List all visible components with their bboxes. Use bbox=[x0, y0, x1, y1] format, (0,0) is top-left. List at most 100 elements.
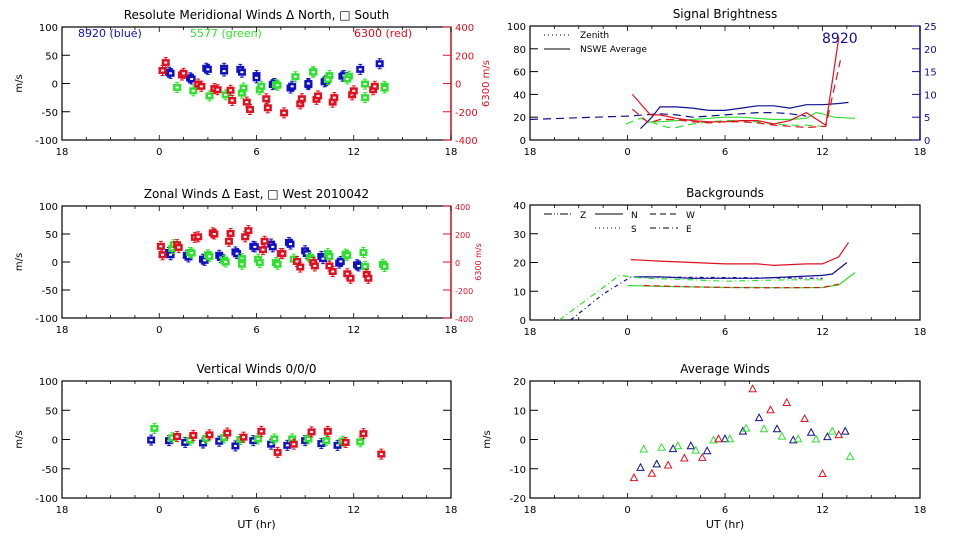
data-point-hole bbox=[365, 273, 369, 276]
data-point-hole bbox=[280, 252, 284, 255]
x-axis-label: UT (hr) bbox=[706, 518, 744, 531]
data-point-hole bbox=[207, 255, 211, 258]
data-point-hole bbox=[206, 68, 210, 71]
y-axis-label: m/s bbox=[482, 430, 493, 448]
y-tick-label: -50 bbox=[42, 108, 58, 119]
data-point-hole bbox=[245, 101, 249, 104]
legend-label: N bbox=[631, 211, 638, 221]
data-point-hole bbox=[233, 444, 237, 447]
data-point-hole bbox=[276, 263, 280, 266]
x-tick-label: 6 bbox=[722, 147, 728, 158]
x-tick-label: 18 bbox=[524, 147, 537, 158]
average-series-group bbox=[629, 384, 855, 482]
x-tick-label: 18 bbox=[445, 147, 458, 158]
data-point-hole bbox=[240, 257, 244, 260]
y-tick-label: -10 bbox=[510, 465, 526, 476]
data-point bbox=[759, 424, 769, 433]
data-point-hole bbox=[188, 439, 192, 442]
data-point-hole bbox=[175, 435, 179, 438]
data-point-hole bbox=[175, 86, 179, 89]
data-point bbox=[709, 435, 718, 444]
data-point-hole bbox=[363, 96, 367, 99]
data-point bbox=[702, 446, 712, 455]
y2-tick-label: 400 bbox=[455, 23, 474, 34]
y2-tick-label: 10 bbox=[924, 90, 937, 101]
y2-axis-label: 6300 m/s bbox=[481, 60, 492, 107]
data-point-hole bbox=[264, 97, 268, 100]
data-point-hole bbox=[276, 451, 280, 454]
y-tick-label: -50 bbox=[42, 465, 58, 476]
y2-axis-label: 6300 m/s bbox=[474, 243, 483, 281]
data-point-hole bbox=[305, 252, 309, 255]
y2-tick-label: 5 bbox=[924, 113, 930, 124]
data-point-hole bbox=[258, 261, 262, 264]
y2-tick-label: 0 bbox=[455, 80, 461, 91]
series-line bbox=[630, 242, 849, 267]
data-point-hole bbox=[383, 265, 387, 268]
y2-tick-label: 15 bbox=[924, 68, 937, 79]
data-point-hole bbox=[259, 85, 263, 88]
data-point bbox=[720, 434, 730, 443]
data-point bbox=[686, 441, 696, 450]
y-tick-label: 20 bbox=[513, 259, 526, 270]
series-line bbox=[640, 101, 849, 130]
y-axis-label: m/s bbox=[14, 74, 25, 92]
y-tick-label: 50 bbox=[45, 406, 58, 417]
y-tick-label: 20 bbox=[513, 113, 526, 124]
x-tick-label: 18 bbox=[914, 327, 927, 338]
data-point-hole bbox=[271, 245, 275, 248]
x-tick-label: 18 bbox=[56, 147, 69, 158]
data-point-hole bbox=[336, 444, 340, 447]
data-point bbox=[673, 441, 683, 450]
data-point-hole bbox=[217, 440, 221, 443]
y-tick-label: 100 bbox=[507, 22, 526, 33]
data-point-hole bbox=[170, 436, 174, 439]
data-point-hole bbox=[313, 264, 317, 267]
data-point-hole bbox=[240, 71, 244, 74]
y2-tick-label: -200 bbox=[455, 287, 473, 296]
y-tick-label: -50 bbox=[42, 286, 58, 297]
x-tick-label: 18 bbox=[524, 505, 537, 516]
data-point bbox=[714, 434, 723, 443]
x-tick-label: 18 bbox=[524, 327, 537, 338]
series-line bbox=[570, 276, 823, 320]
data-point-hole bbox=[339, 260, 343, 263]
series-line bbox=[643, 283, 839, 289]
data-point-hole bbox=[246, 229, 250, 232]
x-tick-label: 12 bbox=[347, 147, 360, 158]
x-tick-label: 18 bbox=[56, 325, 69, 336]
y-tick-label: -100 bbox=[35, 314, 58, 325]
data-point bbox=[840, 426, 850, 435]
x-tick-label: 0 bbox=[156, 505, 162, 516]
y-tick-label: -20 bbox=[510, 494, 526, 505]
vertical-panel: Vertical Winds 0/0/0 18 0 6 12 18 UT (hr) 100 50… bbox=[14, 362, 457, 531]
data-point-hole bbox=[160, 253, 164, 256]
y-tick-label: 60 bbox=[513, 68, 526, 79]
x-tick-label: 18 bbox=[914, 505, 927, 516]
data-point-hole bbox=[152, 427, 156, 430]
backgrounds-series-group bbox=[558, 242, 856, 320]
data-point-hole bbox=[379, 453, 383, 456]
data-point-hole bbox=[259, 430, 263, 433]
legend-label: S bbox=[631, 225, 637, 235]
data-point-hole bbox=[272, 437, 276, 440]
data-point-hole bbox=[191, 434, 195, 437]
data-point-hole bbox=[224, 93, 228, 96]
x-tick-label: 18 bbox=[445, 505, 458, 516]
data-point bbox=[811, 434, 821, 443]
y-tick-label: 50 bbox=[45, 230, 58, 241]
zonal-panel: Zonal Winds Δ East, □ West 2010042 18 0 6 12… bbox=[14, 187, 483, 336]
data-point-hole bbox=[326, 430, 330, 433]
data-point-hole bbox=[293, 75, 297, 78]
y2-tick-label: 200 bbox=[455, 231, 470, 240]
series-line bbox=[632, 60, 841, 129]
data-point bbox=[788, 435, 798, 444]
data-point-hole bbox=[261, 248, 265, 251]
series-line bbox=[530, 112, 807, 121]
data-point-hole bbox=[222, 70, 226, 73]
data-point bbox=[834, 430, 844, 439]
data-point-hole bbox=[363, 83, 367, 86]
data-point-hole bbox=[251, 439, 255, 442]
